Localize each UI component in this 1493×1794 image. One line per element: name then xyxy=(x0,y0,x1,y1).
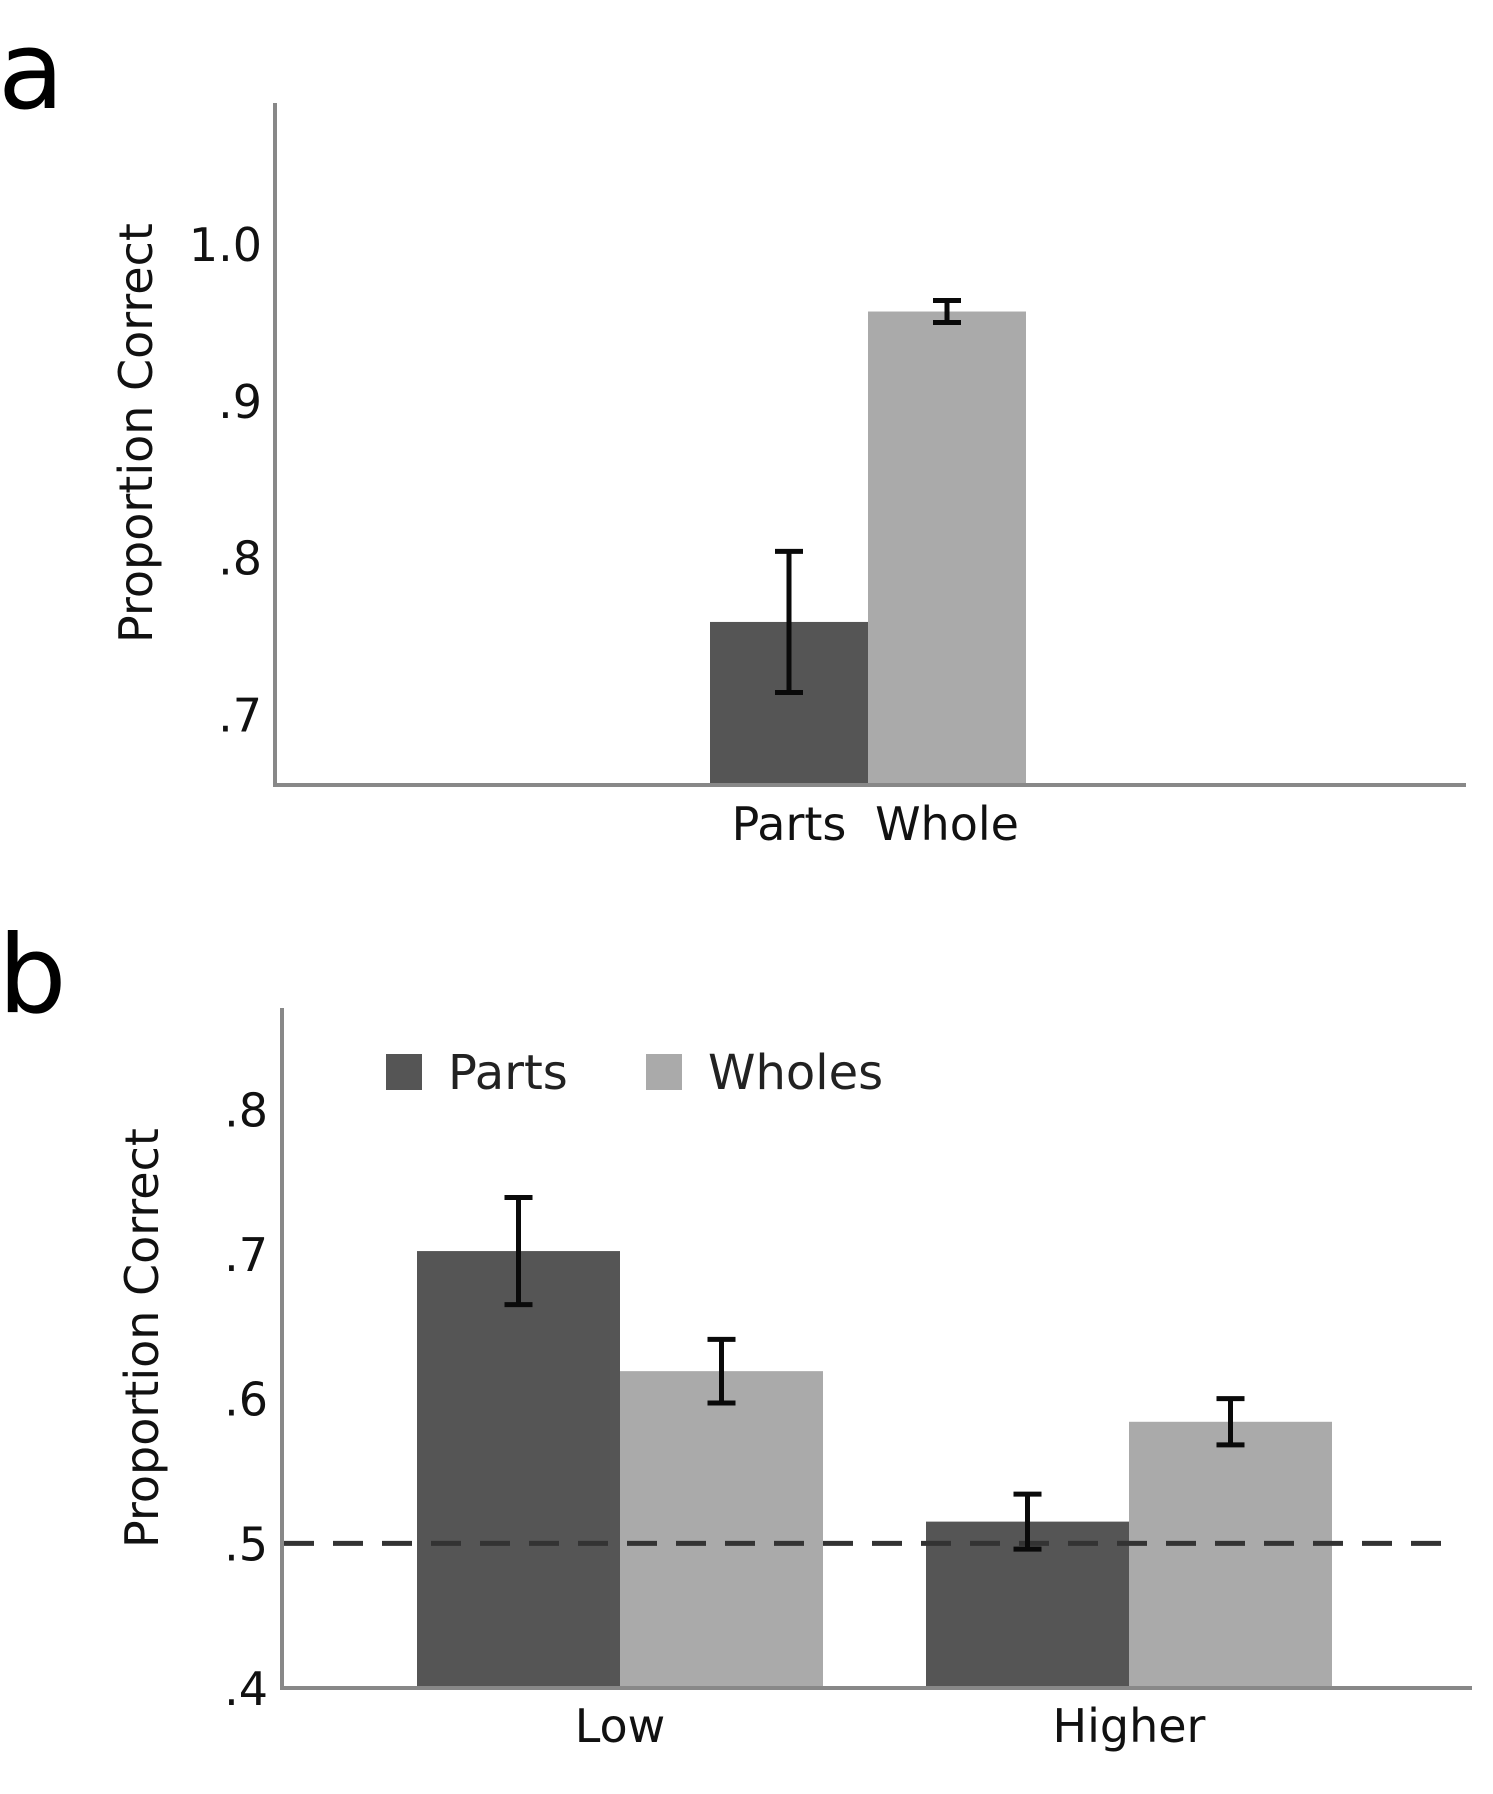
y-tick-label: .8 xyxy=(224,1083,268,1137)
error-bar-low-wholes xyxy=(707,1336,736,1406)
legend-item-parts: Parts xyxy=(386,1045,568,1101)
panel-a-axes xyxy=(273,103,1466,787)
panel-b-x-ticks: Low Higher xyxy=(575,1699,1206,1753)
bar-low-wholes xyxy=(620,1371,823,1688)
panel-b-error-bars xyxy=(504,1195,1245,1552)
y-tick-label: .9 xyxy=(218,375,262,429)
legend-label: Wholes xyxy=(708,1045,883,1101)
legend-label: Parts xyxy=(448,1045,568,1101)
panel-a-x-ticks: Parts Whole xyxy=(732,797,1019,851)
x-tick-label-whole: Whole xyxy=(875,797,1019,851)
panel-b-axes xyxy=(280,1008,1472,1690)
panel-b-chart: b .4 .5 .6 .7 .8 Low Higher Proportion Correc… xyxy=(0,913,1472,1753)
legend-item-wholes: Wholes xyxy=(646,1045,883,1101)
panel-b-legend: Parts Wholes xyxy=(386,1045,883,1101)
x-tick-label-low: Low xyxy=(575,1699,666,1753)
error-bar-parts xyxy=(775,548,803,695)
panel-b-bars xyxy=(417,1251,1332,1688)
x-tick-label-higher: Higher xyxy=(1053,1699,1206,1753)
panel-a-y-axis-title: Proportion Correct xyxy=(109,223,163,643)
panel-a-bars xyxy=(710,311,1026,785)
y-tick-label: .7 xyxy=(218,688,262,742)
legend-swatch xyxy=(646,1054,682,1090)
y-tick-label: .8 xyxy=(218,532,262,586)
legend-swatch xyxy=(386,1054,422,1090)
panel-b-y-ticks: .4 .5 .6 .7 .8 xyxy=(224,1083,268,1716)
y-tick-label: .7 xyxy=(224,1228,268,1282)
bar-higher-wholes xyxy=(1129,1421,1332,1688)
bar-whole xyxy=(868,311,1026,785)
panel-a-chart: a .7 .8 .9 1.0 Parts Whole Proportion Correc… xyxy=(0,9,1466,851)
panel-a-y-ticks: .7 .8 .9 1.0 xyxy=(189,218,262,742)
y-tick-label: .4 xyxy=(224,1662,268,1716)
x-tick-label-parts: Parts xyxy=(732,797,847,851)
y-tick-label: .5 xyxy=(224,1517,268,1571)
error-bar-low-parts xyxy=(504,1195,533,1308)
panel-a-label: a xyxy=(0,9,64,134)
y-tick-label: .6 xyxy=(224,1373,268,1427)
y-tick-label: 1.0 xyxy=(189,218,262,272)
error-bar-higher-wholes xyxy=(1216,1396,1245,1448)
error-bar-higher-parts xyxy=(1013,1491,1042,1552)
bar-low-parts xyxy=(417,1251,620,1688)
panel-a-error-bars xyxy=(775,298,961,695)
panel-b-label: b xyxy=(0,913,67,1038)
panel-b-y-axis-title: Proportion Correct xyxy=(115,1128,169,1548)
error-bar-whole xyxy=(933,298,961,325)
